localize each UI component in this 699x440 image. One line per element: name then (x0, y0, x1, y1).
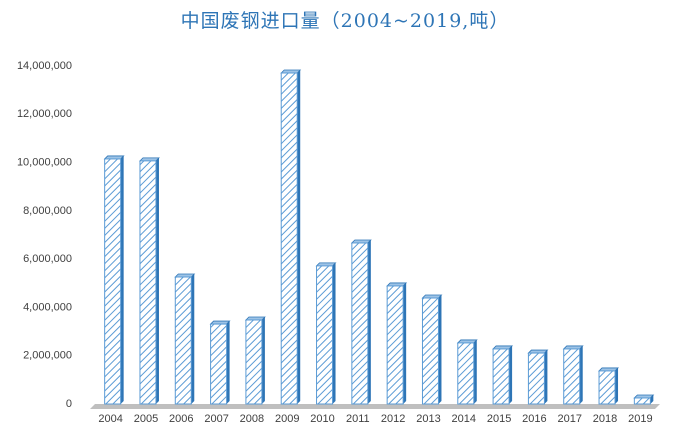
chart-title: 中国废钢进口量（2004~2019,吨） (181, 10, 510, 32)
bar-side (155, 157, 159, 404)
bar-side (120, 155, 124, 404)
x-tick-label: 2012 (381, 413, 405, 425)
x-tick-label: 2014 (452, 413, 476, 425)
bar (316, 265, 334, 405)
bar-side (403, 282, 407, 404)
bar (457, 342, 475, 405)
bar (598, 370, 616, 405)
bar-side (615, 367, 619, 404)
bar-side (332, 262, 336, 404)
y-tick-label: 2,000,000 (23, 350, 72, 362)
bar (210, 323, 228, 405)
x-tick-label: 2016 (522, 413, 546, 425)
x-tick-label: 2004 (98, 413, 122, 425)
x-tick-label: 2008 (240, 413, 264, 425)
x-tick-label: 2017 (557, 413, 581, 425)
bar (351, 242, 369, 405)
x-tick-label: 2019 (628, 413, 652, 425)
bar (421, 297, 439, 405)
bar-side (191, 274, 195, 404)
x-tick-label: 2011 (346, 413, 370, 425)
bar-side (226, 321, 230, 404)
x-tick-label: 2018 (593, 413, 617, 425)
bar (139, 160, 157, 405)
bar-side (473, 339, 477, 404)
y-tick-label: 14,000,000 (17, 60, 72, 72)
bar (527, 352, 545, 405)
bar (492, 348, 510, 405)
bar-side (367, 239, 371, 404)
bar-side (579, 345, 583, 404)
bar (104, 158, 122, 405)
bar-side (438, 295, 442, 404)
bar-side (544, 350, 548, 404)
y-tick-label: 4,000,000 (23, 301, 72, 313)
bar-side (261, 316, 265, 404)
floor (90, 404, 660, 409)
bar-side (297, 70, 301, 404)
y-tick-label: 10,000,000 (17, 156, 72, 168)
x-tick-label: 2009 (275, 413, 299, 425)
x-tick-label: 2006 (169, 413, 193, 425)
x-tick-label: 2010 (310, 413, 334, 425)
bar-side (509, 345, 513, 404)
y-tick-label: 8,000,000 (23, 205, 72, 217)
y-tick-label: 6,000,000 (23, 253, 72, 265)
x-tick-label: 2005 (134, 413, 158, 425)
y-tick-label: 0 (66, 398, 72, 410)
bar (280, 72, 298, 405)
x-tick-label: 2013 (416, 413, 440, 425)
x-tick-label: 2007 (204, 413, 228, 425)
y-tick-label: 12,000,000 (17, 108, 72, 120)
x-tick-label: 2015 (487, 413, 511, 425)
bar (563, 348, 581, 405)
bar (174, 276, 192, 405)
bar (633, 397, 651, 405)
bar (386, 285, 404, 405)
bar (245, 319, 263, 405)
